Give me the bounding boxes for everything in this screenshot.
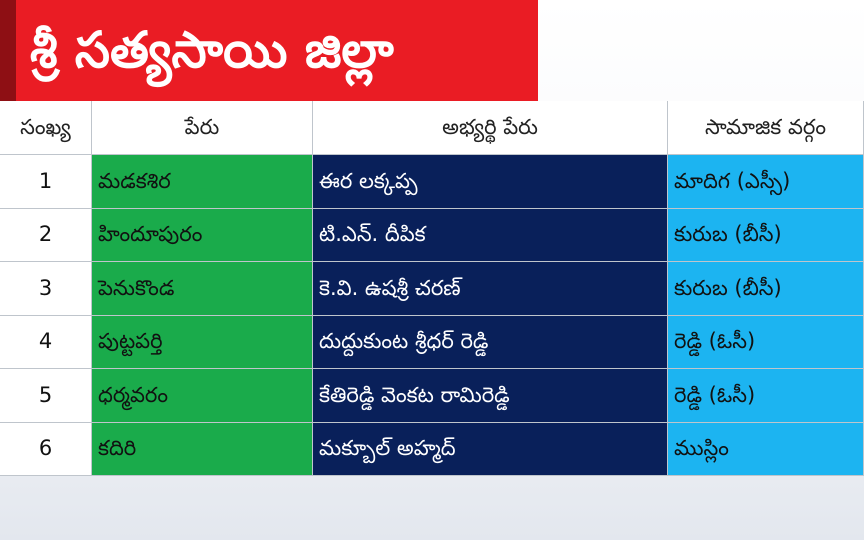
row-4-number: 4 — [0, 315, 92, 369]
row-2-number: 2 — [0, 208, 92, 262]
row-3-number: 3 — [0, 262, 92, 316]
candidates-table: సంఖ్య పేరు అభ్యర్థి పేరు సామాజిక వర్గం 1… — [0, 101, 864, 476]
row-1-candidate: ఈర లక్కప్ప — [313, 155, 668, 209]
row-6-constituency: కదిరి — [92, 422, 313, 476]
row-5-number: 5 — [0, 369, 92, 423]
row-5-candidate: కేతిరెడ్డి వెంకట రామిరెడ్డి — [313, 369, 668, 423]
row-5-community: రెడ్డి (ఓసీ) — [668, 369, 864, 423]
row-4-community: రెడ్డి (ఓసీ) — [668, 315, 864, 369]
row-1-constituency: మడకశిర — [92, 155, 313, 209]
row-6-candidate: మక్బూల్ అహ్మద్ — [313, 422, 668, 476]
row-1-number: 1 — [0, 155, 92, 209]
row-2-constituency: హిందూపురం — [92, 208, 313, 262]
row-3-constituency: పెనుకొండ — [92, 262, 313, 316]
header-candidate: అభ్యర్థి పేరు — [313, 101, 668, 155]
header-community: సామాజిక వర్గం — [668, 101, 864, 155]
row-6-number: 6 — [0, 422, 92, 476]
header-constituency: పేరు — [92, 101, 313, 155]
row-5-constituency: ధర్మవరం — [92, 369, 313, 423]
row-1-community: మాదిగ (ఎస్సీ) — [668, 155, 864, 209]
title-accent-stripe — [0, 0, 16, 101]
title-banner: శ్రీ సత్యసాయి జిల్లా — [0, 0, 538, 101]
row-3-candidate: కె.వి. ఉషశ్రీ చరణ్ — [313, 262, 668, 316]
row-2-community: కురుబ (బీసీ) — [668, 208, 864, 262]
row-2-candidate: టి.ఎన్. దీపిక — [313, 208, 668, 262]
row-4-constituency: పుట్టపర్తి — [92, 315, 313, 369]
row-3-community: కురుబ (బీసీ) — [668, 262, 864, 316]
row-6-community: ముస్లిం — [668, 422, 864, 476]
header-number: సంఖ్య — [0, 101, 92, 155]
row-4-candidate: దుద్దుకుంట శ్రీధర్ రెడ్డి — [313, 315, 668, 369]
page-title: శ్రీ సత్యసాయి జిల్లా — [30, 21, 394, 79]
